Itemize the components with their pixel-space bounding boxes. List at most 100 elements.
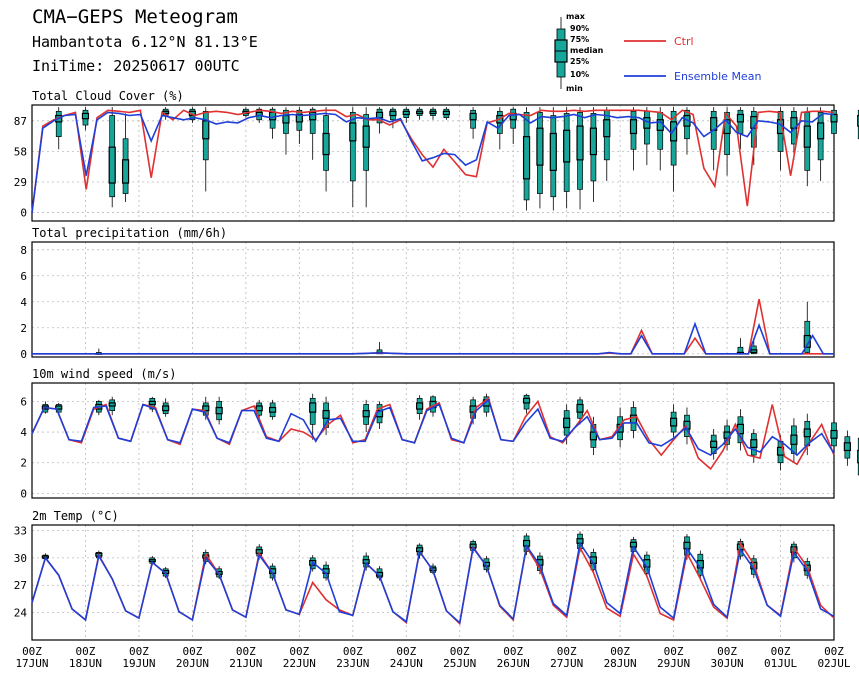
box-inner: [629, 119, 638, 135]
ctrl-line: [32, 299, 834, 355]
box-inner: [416, 110, 424, 115]
box-plot: [255, 399, 263, 420]
x-tick-label: 00Z: [289, 645, 309, 658]
box-plot: [442, 107, 450, 120]
panel-title: 2m Temp (°C): [32, 509, 119, 523]
panel-frame: [31, 241, 835, 358]
box-inner: [603, 119, 611, 138]
box-inner: [108, 402, 116, 407]
box-inner: [563, 129, 571, 163]
x-tick-label: 00Z: [610, 645, 630, 658]
x-tick-label: 00Z: [503, 645, 523, 658]
x-tick-date: 28JUN: [604, 657, 637, 670]
box-inner: [429, 110, 437, 115]
box-outer: [309, 108, 316, 134]
box-plot: [148, 396, 156, 413]
box-plot: [576, 107, 584, 210]
x-tick-date: 17JUN: [15, 657, 48, 670]
x-tick-date: 21JUN: [229, 657, 262, 670]
legend-box-label: 90%: [570, 24, 589, 33]
legend-box-label: 25%: [570, 57, 589, 66]
box-plot: [309, 107, 317, 160]
box-plot: [375, 342, 384, 355]
y-tick-label: 6: [20, 395, 27, 408]
box-inner: [416, 402, 424, 410]
x-tick-label: 00Z: [22, 645, 42, 658]
x-tick-label: 00Z: [557, 645, 577, 658]
box-inner: [830, 429, 838, 439]
box-plot: [402, 107, 410, 123]
panel-2: 0 2 4 6 10m wind speed (m/s): [20, 367, 859, 500]
ensemble-mean-line: [32, 321, 834, 355]
box-inner: [736, 113, 745, 123]
box-inner: [522, 397, 531, 404]
box-inner: [830, 113, 838, 123]
x-tick-label: 00Z: [450, 645, 470, 658]
panel-frame: [31, 104, 835, 222]
panel-title: Total precipitation (mm/6h): [32, 226, 227, 240]
y-tick-label: 24: [14, 607, 28, 620]
y-tick-label: 0: [20, 487, 27, 500]
box-plot: [349, 107, 357, 208]
box-inner: [322, 132, 330, 156]
box-inner: [215, 406, 223, 415]
y-tick-label: 4: [20, 426, 27, 439]
legend-box-label: 10%: [570, 70, 589, 79]
box-inner: [710, 440, 718, 448]
box-plot: [750, 340, 758, 355]
x-tick-date: 20JUN: [176, 657, 209, 670]
box-inner: [803, 334, 811, 348]
x-tick-date: 30JUN: [711, 657, 744, 670]
box-inner: [442, 110, 450, 116]
box-plot: [362, 399, 370, 433]
box-inner: [322, 410, 330, 419]
box-inner: [108, 146, 116, 184]
legend-box-label: min: [566, 84, 583, 93]
box-plot: [710, 107, 718, 171]
box-plot: [121, 113, 130, 203]
box-inner: [202, 405, 210, 412]
y-tick-label: 6: [20, 270, 27, 283]
panel-title: 10m wind speed (m/s): [32, 367, 177, 381]
box-inner: [55, 405, 63, 410]
y-tick-label: 2: [20, 457, 27, 470]
box-inner: [817, 122, 825, 140]
box-inner: [522, 136, 531, 180]
box-plot: [817, 107, 825, 181]
x-tick-date: 23JUN: [336, 657, 369, 670]
box-inner: [282, 114, 290, 124]
x-tick-label: 00Z: [771, 645, 791, 658]
box-plot: [536, 107, 544, 209]
x-tick-date: 26JUN: [497, 657, 530, 670]
x-tick-label: 00Z: [396, 645, 416, 658]
box-plot: [108, 107, 116, 208]
y-tick-label: 0: [20, 207, 27, 220]
y-tick-label: 0: [20, 348, 27, 361]
box-inner: [469, 112, 477, 121]
box-plot: [55, 107, 63, 150]
y-tick-label: 29: [14, 176, 27, 189]
ensemble-mean-line: [31, 398, 835, 457]
y-tick-label: 58: [14, 145, 27, 158]
box-plot: [108, 396, 116, 416]
box-plot: [389, 107, 397, 129]
panel-3: 24 27 30 33 2m Temp (°C): [14, 509, 835, 641]
box-inner: [536, 127, 544, 166]
legend-mean-label: Ensemble Mean: [674, 70, 761, 83]
y-tick-label: 2: [20, 322, 27, 335]
box-plot: [563, 107, 571, 209]
box-inner: [349, 122, 357, 142]
box-plot: [683, 107, 691, 155]
x-tick-date: 02JUL: [817, 657, 850, 670]
box-inner: [255, 405, 263, 412]
box-plot: [362, 552, 370, 571]
box-inner: [121, 159, 130, 184]
location-label: Hambantota 6.12°N 81.13°E: [32, 33, 258, 51]
box-inner: [389, 110, 397, 117]
box-inner: [202, 120, 210, 140]
box-plot: [375, 401, 384, 429]
legend-ctrl-label: Ctrl: [674, 35, 694, 48]
x-tick-label: 00Z: [236, 645, 256, 658]
x-tick-label: 00Z: [76, 645, 96, 658]
